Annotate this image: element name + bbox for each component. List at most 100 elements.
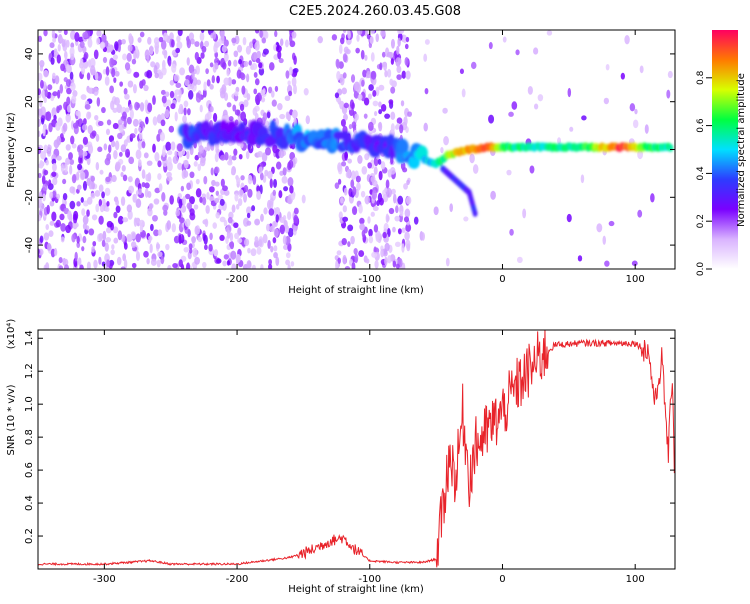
noise-cell: [77, 184, 82, 191]
noise-cell: [98, 256, 102, 265]
noise-cell: [287, 227, 294, 238]
noise-cell: [115, 205, 121, 214]
noise-cell: [220, 178, 225, 188]
noise-cell: [289, 185, 294, 194]
noise-cell: [390, 58, 395, 65]
noise-cell: [216, 75, 220, 84]
noise-cell: [226, 102, 232, 108]
noise-cell: [123, 258, 128, 269]
noise-cell: [380, 248, 385, 258]
noise-cell: [97, 146, 103, 153]
noise-cell: [216, 258, 222, 264]
noise-cell: [366, 33, 371, 40]
noise-cell: [239, 103, 245, 112]
noise-cell: [46, 204, 50, 215]
noise-cell: [160, 119, 166, 127]
noise-cell: [213, 43, 218, 54]
noise-cell: [43, 69, 49, 78]
noise-cell: [405, 36, 410, 43]
noise-cell: [348, 124, 353, 130]
noise-cell: [172, 155, 179, 165]
noise-cell: [208, 186, 215, 193]
noise-cell: [126, 116, 132, 125]
noise-cell: [384, 242, 390, 252]
noise-cell: [243, 238, 250, 247]
spectrogram-cells: [38, 30, 673, 269]
noise-cell: [86, 209, 90, 217]
noise-cell: [113, 77, 117, 83]
noise-cell: [112, 107, 118, 113]
noise-cell: [233, 148, 238, 156]
noise-cell: [194, 41, 200, 47]
noise-cell: [71, 95, 77, 104]
noise-cell: [351, 170, 356, 181]
noise-cell: [60, 163, 65, 173]
noise-cell: [104, 206, 110, 212]
x-tick-label: 100: [626, 574, 645, 585]
noise-cell: [367, 162, 373, 169]
noise-cell: [86, 72, 91, 81]
noise-cell: [111, 140, 116, 148]
noise-cell: [167, 149, 173, 156]
noise-cell: [384, 256, 388, 266]
noise-cell: [91, 246, 95, 253]
noise-cell: [203, 175, 208, 185]
noise-cell: [268, 86, 273, 94]
noise-cell: [472, 164, 479, 174]
noise-cell: [375, 86, 380, 97]
noise-cell: [133, 50, 137, 60]
noise-cell: [56, 155, 62, 161]
noise-cell: [273, 251, 278, 259]
noise-cell: [440, 147, 444, 154]
noise-cell: [380, 161, 386, 170]
noise-cell: [188, 64, 195, 74]
noise-cell: [45, 111, 52, 122]
noise-cell: [272, 144, 278, 154]
noise-cell: [372, 206, 379, 212]
noise-cell: [40, 150, 47, 160]
noise-cell: [350, 179, 355, 189]
noise-cell: [52, 177, 58, 186]
noise-cell: [39, 235, 44, 244]
noise-cell: [402, 34, 407, 44]
noise-cell: [213, 249, 219, 257]
noise-cell: [156, 259, 161, 268]
noise-cell: [380, 103, 387, 112]
noise-cell: [361, 229, 366, 238]
noise-cell: [51, 107, 57, 118]
noise-cell: [211, 179, 216, 187]
noise-cell: [178, 217, 185, 224]
noise-cell: [603, 97, 610, 105]
noise-cell: [95, 134, 100, 142]
noise-cell: [82, 31, 89, 39]
noise-cell: [251, 205, 256, 212]
noise-cell: [227, 216, 233, 224]
noise-cell: [68, 152, 73, 160]
noise-cell: [178, 259, 183, 268]
noise-cell: [157, 251, 163, 258]
noise-cell: [223, 52, 229, 62]
noise-cell: [75, 171, 80, 181]
noise-cell: [157, 229, 163, 236]
noise-cell: [118, 151, 123, 157]
noise-cell: [212, 112, 218, 122]
noise-cell: [382, 194, 389, 203]
noise-cell: [375, 230, 381, 240]
noise-cell: [246, 93, 251, 101]
noise-cell: [445, 257, 450, 267]
noise-cell: [343, 113, 348, 121]
noise-cell: [219, 198, 225, 206]
noise-cell: [346, 169, 351, 179]
noise-cell: [71, 233, 76, 243]
noise-cell: [488, 42, 493, 50]
noise-cell: [272, 221, 276, 229]
noise-cell: [262, 88, 266, 95]
noise-cell: [262, 112, 268, 122]
noise-cell: [72, 122, 79, 129]
noise-cell: [191, 71, 195, 80]
noise-cell: [99, 41, 106, 49]
noise-cell: [356, 34, 360, 42]
noise-cell: [56, 193, 61, 200]
noise-cell: [41, 117, 45, 125]
noise-cell: [51, 30, 56, 39]
